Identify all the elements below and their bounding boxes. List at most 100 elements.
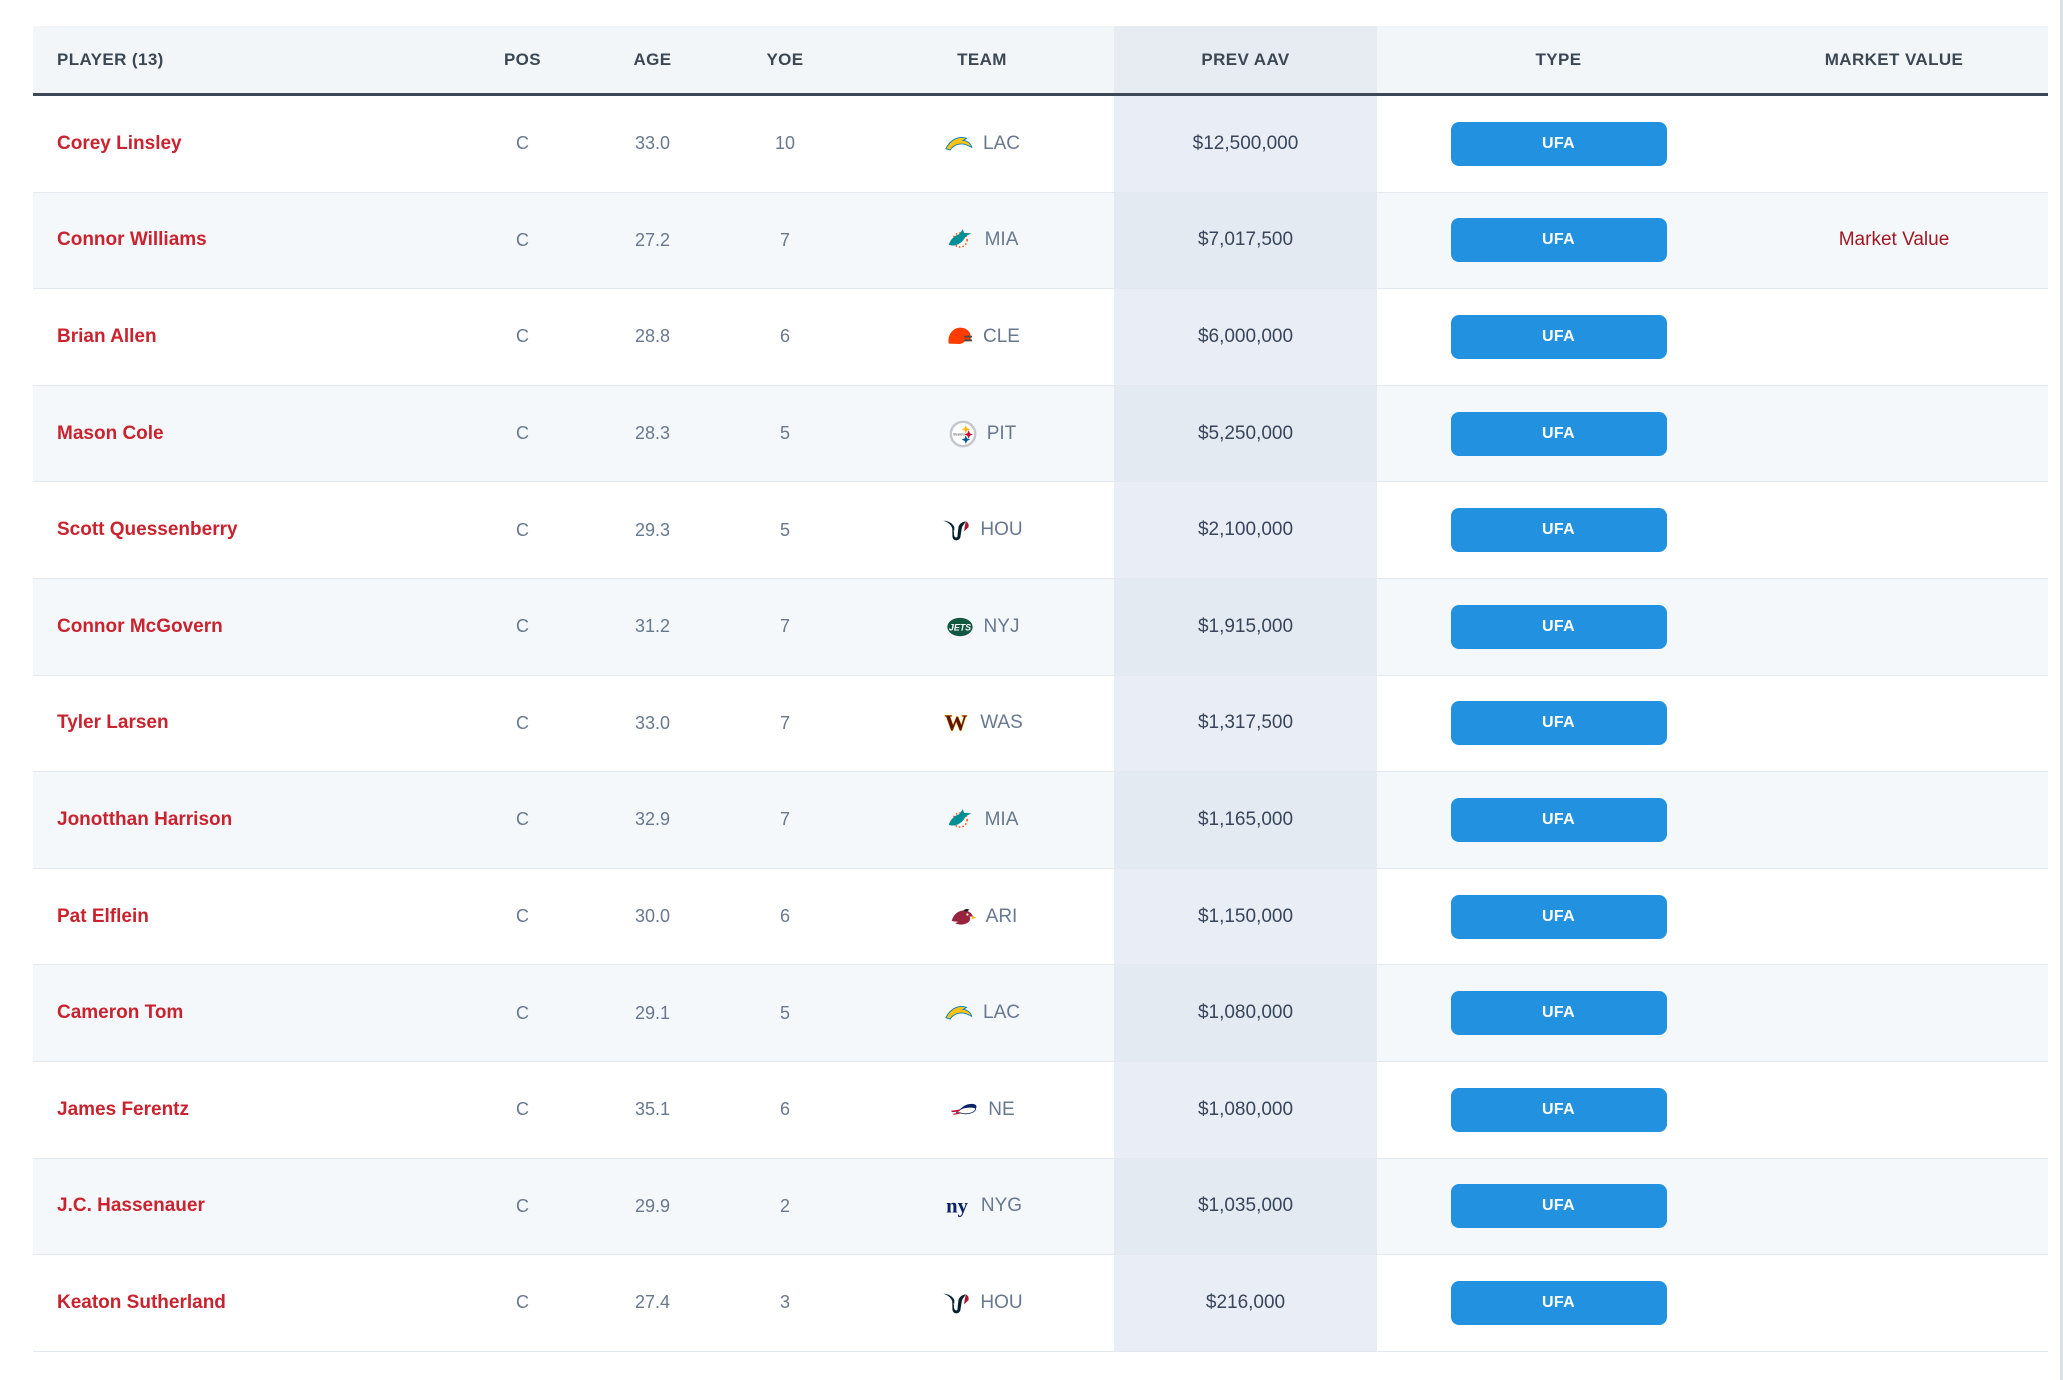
age-value: 29.9: [634, 1195, 671, 1216]
team-abbr: WAS: [980, 712, 1023, 734]
type-badge[interactable]: UFA: [1450, 1280, 1667, 1325]
lac-logo-icon: [944, 129, 974, 159]
column-header-age[interactable]: AGE: [633, 49, 672, 69]
table-row: Tyler Larsen C 33.0 7 W WAS $1,317,500 U…: [33, 675, 2048, 773]
team-abbr: ARI: [985, 905, 1018, 927]
svg-text:★: ★: [953, 1301, 959, 1308]
prev-aav-value: $2,100,000: [1197, 519, 1294, 541]
yoe-value: 5: [779, 423, 790, 444]
player-name-link[interactable]: Keaton Sutherland: [57, 1291, 226, 1313]
player-name-link[interactable]: J.C. Hassenauer: [57, 1195, 205, 1217]
table-body: Corey Linsley C 33.0 10 LAC $12,500,000 …: [33, 96, 2048, 1352]
team-cell: LAC: [944, 129, 1020, 159]
prev-aav-value: $5,250,000: [1197, 422, 1294, 444]
svg-text:★: ★: [953, 528, 959, 535]
type-badge[interactable]: UFA: [1450, 991, 1667, 1036]
team-cell: LAC: [944, 998, 1020, 1028]
ne-logo-icon: [949, 1095, 979, 1125]
table-row: Pat Elflein C 30.0 6 ARI $1,150,000 UFA: [33, 868, 2048, 966]
yoe-value: 3: [779, 1292, 790, 1313]
type-badge[interactable]: UFA: [1450, 894, 1667, 939]
column-header-market-value[interactable]: MARKET VALUE: [1824, 49, 1964, 69]
market-value-link[interactable]: Market Value: [1838, 229, 1950, 251]
scrollbar-track-edge: [2060, 0, 2063, 1380]
table-row: Scott Quessenberry C 29.3 5 ★ HOU $2,100…: [33, 482, 2048, 579]
was-logo-icon: W: [941, 708, 971, 738]
table-row: Cameron Tom C 29.1 5 LAC $1,080,000 UFA: [33, 965, 2048, 1062]
team-cell: CLE: [944, 322, 1020, 352]
mia-logo-icon: [946, 805, 976, 835]
player-name-link[interactable]: Jonotthan Harrison: [57, 808, 233, 830]
player-name-link[interactable]: Tyler Larsen: [57, 712, 169, 734]
pos-value: C: [516, 1195, 529, 1216]
type-badge[interactable]: UFA: [1450, 604, 1667, 649]
age-value: 27.4: [634, 1292, 671, 1313]
player-name-link[interactable]: Corey Linsley: [57, 132, 182, 154]
team-cell: MIA: [946, 225, 1019, 255]
team-cell: Steelers PIT: [948, 419, 1017, 449]
age-value: 31.2: [634, 616, 671, 637]
type-badge[interactable]: UFA: [1450, 508, 1667, 553]
team-abbr: MIA: [984, 229, 1019, 251]
type-badge[interactable]: UFA: [1450, 1184, 1667, 1229]
prev-aav-value: $1,915,000: [1197, 615, 1294, 637]
team-abbr: NE: [988, 1098, 1015, 1120]
player-name-link[interactable]: Connor Williams: [57, 229, 207, 251]
age-value: 35.1: [634, 1099, 671, 1120]
prev-aav-value: $6,000,000: [1197, 325, 1294, 347]
pos-value: C: [516, 1099, 529, 1120]
age-value: 28.8: [634, 326, 671, 347]
yoe-value: 5: [779, 1002, 790, 1023]
team-abbr: PIT: [986, 422, 1017, 444]
nyg-logo-icon: ny: [942, 1191, 972, 1221]
lac-logo-icon: [944, 998, 974, 1028]
yoe-value: 7: [779, 229, 790, 250]
team-cell: ★ HOU: [941, 515, 1023, 545]
yoe-value: 6: [779, 906, 790, 927]
yoe-value: 7: [779, 712, 790, 733]
player-name-link[interactable]: Brian Allen: [57, 325, 157, 347]
table-header-row: PLAYER (13) POS AGE YOE TEAM PREV AAV TY…: [33, 26, 2048, 96]
type-badge[interactable]: UFA: [1450, 218, 1667, 263]
free-agents-table: PLAYER (13) POS AGE YOE TEAM PREV AAV TY…: [33, 26, 2048, 1352]
team-cell: MIA: [946, 805, 1019, 835]
type-badge[interactable]: UFA: [1450, 411, 1667, 456]
mia-logo-icon: [946, 225, 976, 255]
team-abbr: HOU: [980, 1291, 1023, 1313]
column-header-team[interactable]: TEAM: [957, 49, 1007, 69]
prev-aav-value: $1,080,000: [1197, 1002, 1294, 1024]
prev-aav-value: $1,150,000: [1197, 905, 1294, 927]
pos-value: C: [516, 906, 529, 927]
column-header-prev-aav[interactable]: PREV AAV: [1114, 26, 1377, 93]
age-value: 33.0: [634, 712, 671, 733]
prev-aav-value: $1,035,000: [1197, 1195, 1294, 1217]
team-abbr: MIA: [984, 808, 1019, 830]
type-badge[interactable]: UFA: [1450, 1087, 1667, 1132]
prev-aav-value: $1,165,000: [1197, 808, 1294, 830]
player-name-link[interactable]: Pat Elflein: [57, 905, 149, 927]
type-badge[interactable]: UFA: [1450, 797, 1667, 842]
player-name-link[interactable]: Mason Cole: [57, 422, 164, 444]
yoe-value: 6: [779, 326, 790, 347]
column-header-pos[interactable]: POS: [503, 49, 542, 69]
yoe-value: 5: [779, 519, 790, 540]
player-name-link[interactable]: Connor McGovern: [57, 615, 223, 637]
table-row: Keaton Sutherland C 27.4 3 ★ HOU $216,00…: [33, 1255, 2048, 1352]
type-badge[interactable]: UFA: [1450, 314, 1667, 359]
column-header-yoe[interactable]: YOE: [766, 49, 804, 69]
player-name-link[interactable]: Scott Quessenberry: [57, 519, 238, 541]
table-row: J.C. Hassenauer C 29.9 2 ny NYG $1,035,0…: [33, 1158, 2048, 1256]
pos-value: C: [516, 712, 529, 733]
team-cell: JETS NYJ: [945, 612, 1019, 642]
pos-value: C: [516, 519, 529, 540]
type-badge[interactable]: UFA: [1450, 701, 1667, 746]
prev-aav-value: $1,080,000: [1197, 1098, 1294, 1120]
player-name-link[interactable]: James Ferentz: [57, 1098, 190, 1120]
team-cell: W WAS: [941, 708, 1023, 738]
type-badge[interactable]: UFA: [1450, 121, 1667, 166]
prev-aav-value: $7,017,500: [1197, 229, 1294, 251]
column-header-player[interactable]: PLAYER (13): [57, 49, 164, 69]
player-name-link[interactable]: Cameron Tom: [57, 1002, 184, 1024]
age-value: 33.0: [634, 133, 671, 154]
column-header-type[interactable]: TYPE: [1535, 49, 1582, 69]
